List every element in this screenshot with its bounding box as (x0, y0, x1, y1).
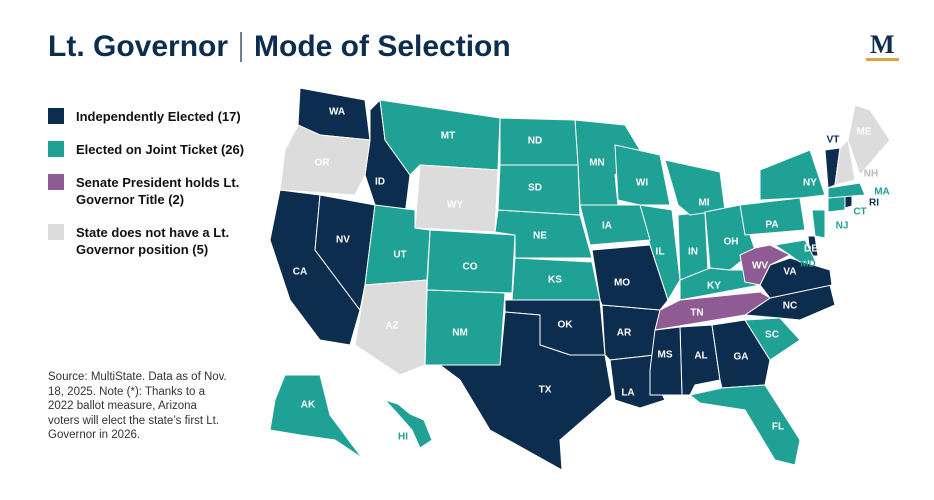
separator (240, 32, 243, 62)
state-label: MN (589, 158, 605, 169)
title: Lt. Governor Mode of Selection (48, 30, 511, 64)
state-label: CO (463, 262, 478, 273)
state-label: CT (853, 207, 866, 218)
state-shape (759, 149, 826, 201)
state-label: NE (533, 231, 547, 242)
state-label: VT (827, 135, 840, 146)
legend: Independently Elected (17) Elected on Joi… (48, 108, 246, 274)
state-shape (834, 138, 856, 186)
source-note: Source: MultiState. Data as of Nov. 18, … (48, 371, 227, 441)
state-shape (811, 209, 826, 239)
legend-item: Elected on Joint Ticket (26) (48, 141, 246, 158)
state-label: AL (694, 351, 707, 362)
state-shape (773, 239, 816, 263)
state-label: ID (375, 177, 385, 188)
state-label: IA (602, 221, 612, 232)
legend-item: State does not have a Lt. Governor posit… (48, 224, 246, 258)
state-label: GA (734, 352, 749, 363)
state-label: CA (293, 267, 307, 278)
state-shape (654, 291, 771, 331)
state-label: TN (690, 308, 703, 319)
state-shape (497, 164, 581, 216)
state-shape (739, 244, 792, 286)
legend-item: Senate President holds Lt. Governor Titl… (48, 174, 246, 208)
state-label: AK (301, 400, 316, 411)
legend-label: State does not have a Lt. Governor posit… (76, 225, 230, 257)
state-label: AR (617, 328, 632, 339)
logo: M (866, 32, 899, 61)
legend-item: Independently Elected (17) (48, 108, 246, 125)
state-shape (844, 195, 853, 209)
state-label: NH (864, 169, 878, 180)
state-shape (744, 317, 801, 361)
state-label: ND (528, 136, 542, 147)
state-shape (649, 326, 683, 396)
state-label: NY (803, 178, 817, 189)
state-shape (383, 398, 433, 449)
state-label: MO (614, 278, 630, 289)
state-label: PA (765, 220, 778, 231)
state-label: SC (765, 330, 779, 341)
legend-label: Senate President holds Lt. Governor Titl… (76, 175, 240, 207)
state-label: MS (658, 350, 673, 361)
legend-swatch (48, 224, 64, 240)
state-shape (511, 257, 601, 301)
state-label: WV (752, 261, 768, 272)
legend-label: Independently Elected (17) (76, 109, 241, 124)
state-label: NC (783, 301, 797, 312)
state-label: MD (800, 259, 816, 270)
state-shape (847, 104, 891, 176)
state-label: IL (656, 247, 665, 258)
state-label: MA (874, 187, 890, 198)
state-shape (827, 182, 866, 199)
state-label: MT (441, 131, 455, 142)
state-label: WI (636, 178, 648, 189)
state-shape (354, 279, 428, 376)
state-label: OH (724, 237, 739, 248)
state-label: RI (869, 198, 879, 209)
state-shape (279, 124, 371, 196)
state-shape (688, 384, 801, 466)
state-label: NV (336, 235, 350, 246)
state-shape (579, 204, 651, 246)
state-shape (414, 164, 499, 233)
state-label: MI (698, 198, 709, 209)
state-label: OK (558, 320, 574, 331)
state-label: WA (329, 107, 345, 118)
state-label: DE (804, 244, 818, 255)
state-label: SD (528, 183, 542, 194)
state-shape (827, 195, 846, 213)
state-label: ME (857, 127, 872, 138)
title-sub: Mode of Selection (254, 30, 511, 63)
state-label: NJ (836, 221, 849, 232)
legend-swatch (48, 108, 64, 124)
state-label: VA (783, 267, 796, 278)
state-label: IN (688, 247, 698, 258)
state-shape (614, 144, 671, 206)
state-label: OR (315, 158, 331, 169)
state-shape (739, 197, 806, 236)
legend-swatch (48, 141, 64, 157)
state-label: FL (772, 422, 784, 433)
state-label: KS (548, 275, 562, 286)
state-label: WY (447, 200, 463, 211)
state-label: TX (539, 385, 552, 396)
legend-label: Elected on Joint Ticket (26) (76, 142, 245, 157)
state-shape (269, 374, 363, 459)
legend-swatch (48, 174, 64, 190)
state-shape (664, 159, 726, 216)
state-label: AZ (385, 321, 398, 332)
state-label: LA (621, 388, 634, 399)
state-label: KY (707, 281, 721, 292)
state-label: HI (398, 432, 408, 443)
state-label: NM (452, 328, 468, 339)
title-main: Lt. Governor (48, 30, 229, 63)
state-label: UT (393, 250, 406, 261)
